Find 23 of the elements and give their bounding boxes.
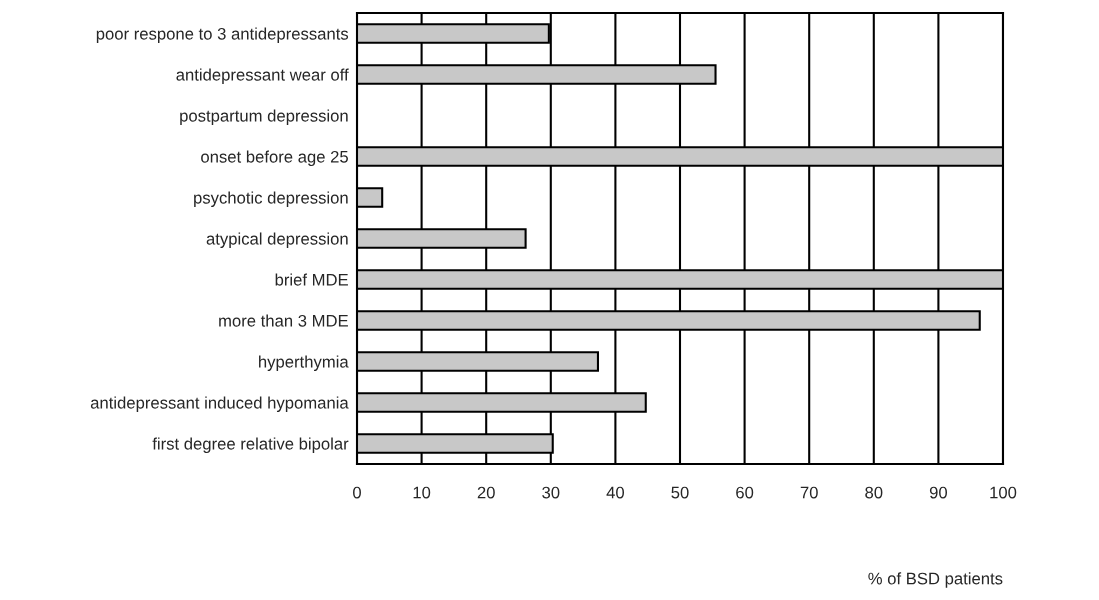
x-tick-label: 100 <box>990 486 1017 499</box>
x-tick-label: 60 <box>736 486 754 499</box>
y-tick-label: atypical depression <box>206 232 348 248</box>
y-tick-label: first degree relative bipolar <box>152 437 349 453</box>
x-tick-label: 10 <box>413 486 431 499</box>
y-tick-label: hyperthymia <box>259 355 349 371</box>
x-tick-label: 40 <box>606 486 625 499</box>
y-tick-label: postpartum depression <box>180 109 348 125</box>
y-tick-label: psychotic depression <box>194 191 348 207</box>
x-tick-label: 80 <box>865 486 883 499</box>
x-tick-label: 70 <box>800 486 818 499</box>
x-axis-title: % of BSD patients <box>868 572 1003 588</box>
x-tick-label: 0 <box>353 486 361 499</box>
y-tick-label: brief MDE <box>275 273 348 286</box>
y-tick-label: more than 3 MDE <box>219 314 348 327</box>
y-tick-label: antidepressant induced hypomania <box>90 396 349 412</box>
y-tick-label: antidepressant wear off <box>176 68 349 84</box>
y-tick-label: poor respone to 3 antidepressants <box>96 27 349 43</box>
x-tick-label: 20 <box>477 486 495 499</box>
x-tick-label: 50 <box>671 486 689 499</box>
x-tick-label: 90 <box>929 486 948 499</box>
x-tick-label: 30 <box>542 486 560 499</box>
y-tick-label: onset before age 25 <box>201 150 348 166</box>
